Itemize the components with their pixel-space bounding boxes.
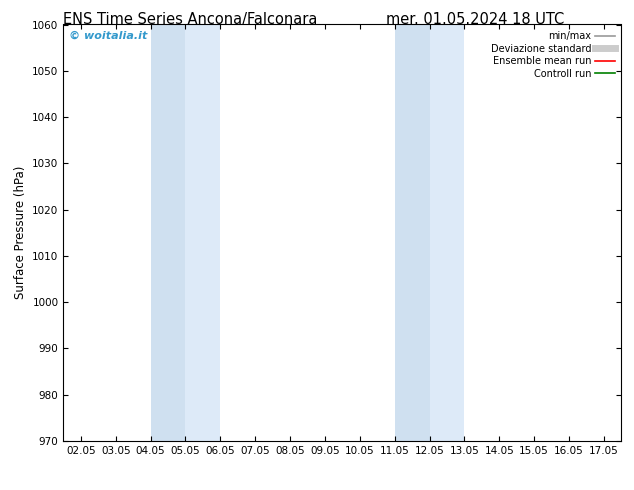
Text: © woitalia.it: © woitalia.it [69, 31, 147, 41]
Bar [394, 24, 429, 441]
Bar [429, 24, 464, 441]
Bar [185, 24, 221, 441]
Bar [150, 24, 185, 441]
Y-axis label: Surface Pressure (hPa): Surface Pressure (hPa) [14, 166, 27, 299]
Legend: min/max, Deviazione standard, Ensemble mean run, Controll run: min/max, Deviazione standard, Ensemble m… [489, 29, 616, 80]
Text: mer. 01.05.2024 18 UTC: mer. 01.05.2024 18 UTC [386, 12, 565, 27]
Text: ENS Time Series Ancona/Falconara: ENS Time Series Ancona/Falconara [63, 12, 318, 27]
